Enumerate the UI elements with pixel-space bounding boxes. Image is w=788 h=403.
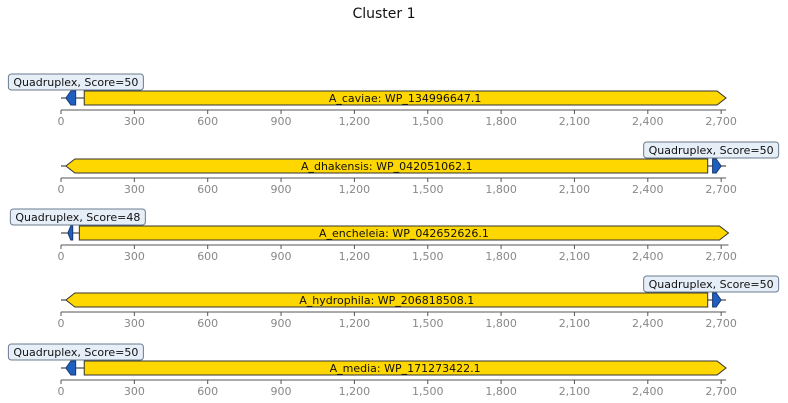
quadruplex-feature[interactable] xyxy=(67,225,74,241)
tick-label: 0 xyxy=(58,183,65,196)
feature-label-box: Quadruplex, Score=50 xyxy=(643,275,780,293)
tick-label: 2,700 xyxy=(705,183,737,196)
feature-label-box: Quadruplex, Score=50 xyxy=(7,343,144,361)
gene-label: A_hydrophila: WP_206818508.1 xyxy=(299,294,474,307)
tick-label: 2,400 xyxy=(632,250,664,263)
tick-label: 1,800 xyxy=(485,183,517,196)
gene-arrow[interactable] xyxy=(65,292,709,308)
gene-arrow[interactable] xyxy=(83,90,727,106)
gene-arrow[interactable] xyxy=(78,225,730,241)
gene-label: A_media: WP_171273422.1 xyxy=(330,362,481,375)
tick-label: 2,100 xyxy=(559,250,591,263)
tick-label: 2,400 xyxy=(632,317,664,330)
tick-label: 300 xyxy=(124,385,145,398)
tick-label: 900 xyxy=(271,317,292,330)
quadruplex-feature[interactable] xyxy=(65,90,77,106)
track-2: 0 300 600 900 1,200 1,500 1,800 2,100 2,400 2,700… xyxy=(58,141,780,196)
track-5: 0 300 600 900 1,200 1,500 1,800 2,100 2,400 2,700… xyxy=(7,343,737,398)
feature-label-bg xyxy=(643,141,780,159)
tick-label: 600 xyxy=(197,183,218,196)
feature-label: Quadruplex, Score=48 xyxy=(15,211,140,224)
tick-label: 0 xyxy=(58,115,65,128)
tick-label: 1,500 xyxy=(412,250,444,263)
tick-label: 1,200 xyxy=(339,250,371,263)
tick-label: 2,100 xyxy=(559,115,591,128)
tick-label: 600 xyxy=(197,115,218,128)
tick-label: 1,800 xyxy=(485,115,517,128)
tick-label: 1,500 xyxy=(412,317,444,330)
tick-label: 2,100 xyxy=(559,385,591,398)
tick-label: 2,700 xyxy=(705,385,737,398)
tick-label: 600 xyxy=(197,385,218,398)
tick-label: 1,800 xyxy=(485,385,517,398)
tick-label: 1,200 xyxy=(339,115,371,128)
tick-label: 600 xyxy=(197,317,218,330)
feature-label-bg xyxy=(9,208,146,226)
gene-arrow[interactable] xyxy=(83,360,727,376)
tick-label: 1,500 xyxy=(412,115,444,128)
tick-label: 900 xyxy=(271,115,292,128)
tick-label: 1,500 xyxy=(412,183,444,196)
tick-label: 1,200 xyxy=(339,317,371,330)
tick-label: 300 xyxy=(124,183,145,196)
tick-label: 600 xyxy=(197,250,218,263)
quadruplex-feature[interactable] xyxy=(712,292,722,308)
gene-label: A_dhakensis: WP_042051062.1 xyxy=(301,160,473,173)
tick-label: 2,700 xyxy=(705,317,737,330)
tick-label: 1,500 xyxy=(412,385,444,398)
tick-label: 1,800 xyxy=(485,317,517,330)
feature-label-box: Quadruplex, Score=50 xyxy=(643,141,780,159)
tick-label: 300 xyxy=(124,115,145,128)
tick-label: 2,400 xyxy=(632,183,664,196)
tick-label: 2,100 xyxy=(559,317,591,330)
feature-label: Quadruplex, Score=50 xyxy=(649,278,774,291)
feature-label-box: Quadruplex, Score=48 xyxy=(9,208,146,226)
feature-label: Quadruplex, Score=50 xyxy=(13,76,138,89)
tick-label: 0 xyxy=(58,250,65,263)
tick-label: 900 xyxy=(271,385,292,398)
track-3: 0 300 600 900 1,200 1,500 1,800 2,100 2,400 2,700… xyxy=(9,208,737,263)
tick-label: 2,400 xyxy=(632,115,664,128)
tick-label: 2,700 xyxy=(705,115,737,128)
tick-label: 1,200 xyxy=(339,183,371,196)
feature-label-box: Quadruplex, Score=50 xyxy=(7,73,144,91)
feature-label: Quadruplex, Score=50 xyxy=(649,144,774,157)
tick-label: 0 xyxy=(58,317,65,330)
quadruplex-feature[interactable] xyxy=(712,158,722,174)
tick-label: 1,800 xyxy=(485,250,517,263)
tick-label: 2,400 xyxy=(632,385,664,398)
track-1: 0 300 600 900 1,200 1,500 1,800 2,100 2,400 2,700… xyxy=(7,73,737,128)
tick-label: 300 xyxy=(124,250,145,263)
tick-label: 0 xyxy=(58,385,65,398)
diagram-title: Cluster 1 xyxy=(352,6,415,22)
tick-label: 900 xyxy=(271,183,292,196)
gene-arrow[interactable] xyxy=(65,158,709,174)
feature-label-bg xyxy=(7,73,144,91)
tick-label: 2,100 xyxy=(559,183,591,196)
gene-label: A_encheleia: WP_042652626.1 xyxy=(319,227,489,240)
quadruplex-feature[interactable] xyxy=(65,360,77,376)
tick-label: 2,700 xyxy=(705,250,737,263)
feature-label: Quadruplex, Score=50 xyxy=(13,346,138,359)
tick-label: 300 xyxy=(124,317,145,330)
tick-label: 900 xyxy=(271,250,292,263)
feature-label-bg xyxy=(7,343,144,361)
track-4: 0 300 600 900 1,200 1,500 1,800 2,100 2,400 2,700… xyxy=(58,275,780,330)
feature-label-bg xyxy=(643,275,780,293)
gene-label: A_caviae: WP_134996647.1 xyxy=(329,92,482,105)
tick-label: 1,200 xyxy=(339,385,371,398)
